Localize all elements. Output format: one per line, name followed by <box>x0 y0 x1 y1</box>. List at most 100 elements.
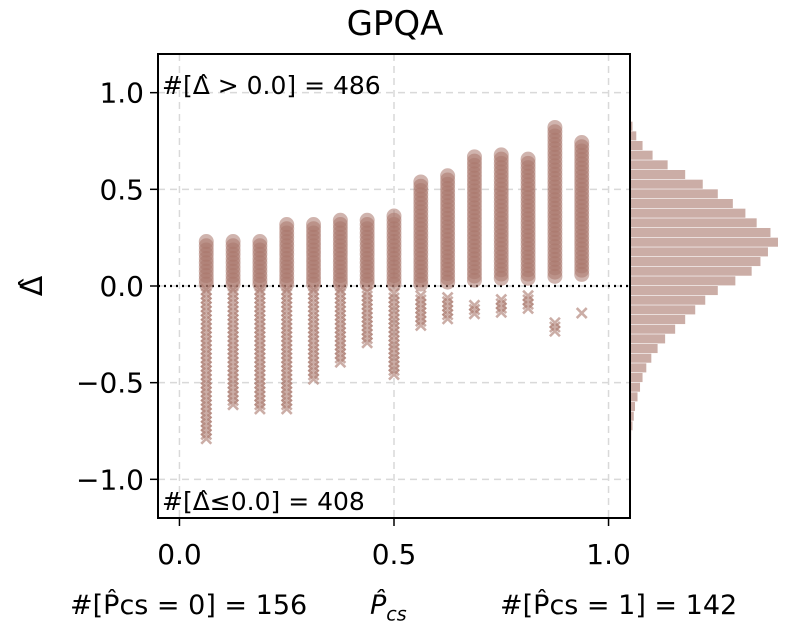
negative-marker <box>253 339 266 352</box>
positive-marker <box>332 212 348 228</box>
positive-marker <box>386 208 402 224</box>
negative-marker <box>468 299 481 312</box>
histogram-bar <box>630 237 778 247</box>
negative-marker <box>253 347 266 360</box>
negative-marker <box>441 304 454 317</box>
negative-marker <box>307 356 320 369</box>
negative-marker <box>253 352 266 364</box>
histogram-bar <box>630 266 752 276</box>
histogram-bar <box>630 189 718 199</box>
negative-marker <box>361 328 374 341</box>
negative-marker <box>200 373 213 386</box>
negative-marker <box>280 398 293 411</box>
negative-marker <box>307 288 320 301</box>
histogram-bar <box>630 315 686 325</box>
negative-marker <box>307 317 320 330</box>
negative-marker <box>522 302 535 315</box>
x-axis-ticks: 0.0 0.5 1.0 <box>157 518 631 571</box>
negative-marker <box>200 330 213 343</box>
negative-marker <box>334 334 347 347</box>
annotation-nonpositive-count: #[Δ̂≤0.0] = 408 <box>162 487 365 516</box>
negative-marker <box>227 369 240 381</box>
negative-marker <box>227 313 240 326</box>
positive-marker <box>547 119 563 135</box>
negative-marker <box>388 355 400 368</box>
negative-marker <box>200 415 213 428</box>
histogram-bar <box>630 363 647 373</box>
negative-marker <box>200 347 213 360</box>
negative-marker <box>200 356 213 369</box>
annotation-positive-count: #[Δ̂ > 0.0] = 486 <box>162 71 381 100</box>
x-axis-label-main: P̂ <box>370 590 387 621</box>
negative-marker <box>334 326 347 339</box>
negative-marker <box>200 296 213 309</box>
negative-marker <box>334 317 347 330</box>
negative-marker <box>388 334 400 347</box>
negative-marker <box>307 330 320 343</box>
negative-marker <box>227 352 240 364</box>
negative-marker <box>227 339 240 352</box>
histogram-bar <box>630 141 643 151</box>
negative-marker <box>253 288 266 301</box>
y-tick-label: 0.0 <box>99 270 144 303</box>
negative-marker <box>280 309 293 322</box>
negative-marker <box>280 334 293 347</box>
negative-marker <box>200 288 213 301</box>
positive-marker <box>493 147 509 163</box>
negative-marker <box>280 386 293 398</box>
negative-marker <box>280 330 293 343</box>
negative-marker <box>227 360 240 373</box>
negative-marker <box>227 317 240 330</box>
negative-marker <box>522 294 535 306</box>
negative-marker <box>388 309 400 321</box>
negative-marker <box>280 339 293 352</box>
negative-marker <box>307 360 320 373</box>
positive-delta-markers <box>198 119 590 292</box>
histogram-bar <box>630 373 643 383</box>
negative-marker <box>253 360 266 373</box>
negative-marker <box>334 292 347 305</box>
stat-p-zero-count: #[P̂cs = 0] = 156 <box>70 590 308 621</box>
negative-marker <box>280 373 293 386</box>
negative-marker <box>388 300 400 313</box>
negative-marker <box>361 319 374 332</box>
y-tick-label: −0.5 <box>76 367 144 400</box>
negative-marker <box>334 343 347 356</box>
negative-marker <box>227 381 240 394</box>
y-tick-label: 1.0 <box>99 77 144 110</box>
negative-marker <box>441 312 454 325</box>
negative-marker <box>200 352 213 364</box>
histogram-bar <box>630 228 771 238</box>
negative-marker <box>388 321 400 334</box>
negative-marker <box>200 334 213 347</box>
x-tick-label: 0.0 <box>157 538 202 571</box>
negative-marker <box>388 326 400 338</box>
positive-marker <box>359 212 375 228</box>
histogram-bar <box>630 295 706 305</box>
negative-marker <box>200 313 213 326</box>
x-tick-label: 0.5 <box>372 538 417 571</box>
negative-marker <box>253 394 266 407</box>
negative-marker <box>227 356 240 369</box>
chart-title: GPQA <box>347 4 444 44</box>
negative-marker <box>280 296 293 309</box>
negative-marker <box>280 377 293 390</box>
negative-marker <box>361 332 374 345</box>
negative-marker <box>280 326 293 339</box>
negative-marker <box>307 352 320 364</box>
histogram-bar <box>630 179 703 189</box>
negative-marker <box>253 309 266 322</box>
negative-marker <box>361 302 374 315</box>
negative-marker <box>334 356 347 369</box>
x-axis-label-sub: cs <box>386 603 407 626</box>
negative-marker <box>468 307 481 320</box>
negative-marker <box>280 313 293 326</box>
negative-marker <box>334 339 347 352</box>
negative-marker <box>307 339 320 352</box>
negative-marker <box>307 322 320 335</box>
negative-marker <box>227 398 240 411</box>
negative-marker <box>280 347 293 360</box>
negative-marker <box>200 317 213 330</box>
positive-marker <box>574 135 590 151</box>
y-axis-ticks: −1.0 −0.5 0.0 0.5 1.0 <box>76 77 158 496</box>
